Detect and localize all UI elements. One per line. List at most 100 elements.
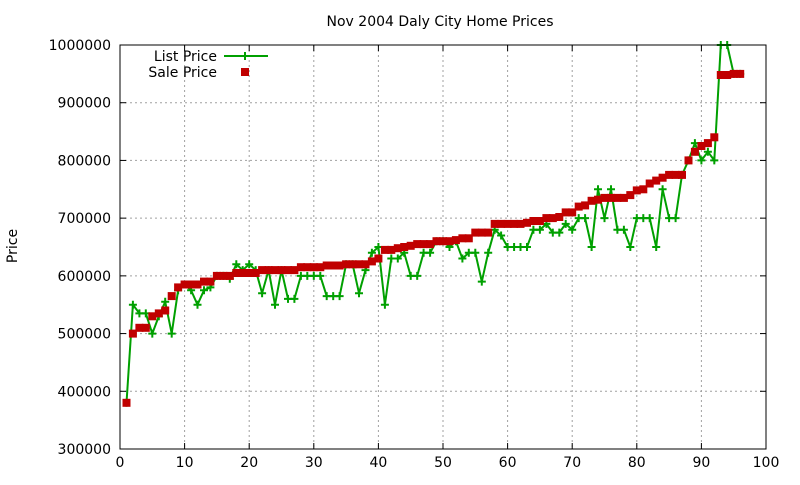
point-sale-price [258,266,267,275]
point-sale-price [723,71,732,79]
point-list-price [232,260,241,269]
point-sale-price [161,306,170,315]
point-list-price [258,289,267,298]
point-list-price [652,243,661,251]
point-sale-price [464,234,473,243]
point-sale-price [251,269,260,277]
point-sale-price [568,208,577,217]
point-list-price [626,243,635,251]
point-sale-price [187,280,196,289]
point-sale-price [206,277,215,286]
legend-label-list-price: List Price [154,49,217,65]
point-sale-price [426,240,435,249]
point-sale-price [671,170,680,179]
point-sale-price [484,228,493,237]
point-list-price [380,300,389,309]
point-sale-price [154,309,163,318]
point-sale-price [710,133,719,142]
x-tick-label: 30 [305,455,323,471]
point-sale-price [736,69,745,78]
point-list-price [316,271,325,280]
point-list-price [290,294,299,303]
point-sale-price [594,195,602,204]
point-list-price [619,225,628,234]
point-sale-price [619,193,628,202]
point-list-price [658,185,667,194]
x-tick-label: 100 [753,455,780,471]
point-sale-price [348,260,357,269]
axis-ticks: 0 10 20 30 40 50 60 70 80 90 100 300000 400000 500000… [49,38,780,471]
point-sale-price [665,170,674,179]
point-sale-price [200,277,208,286]
point-sale-price [548,214,557,223]
point-list-price [484,248,493,257]
point-sale-price [658,173,667,182]
point-sale-price [400,243,409,251]
point-list-price [161,297,170,306]
point-sale-price [271,266,279,275]
point-list-price [271,300,279,309]
point-sale-price [678,170,686,179]
point-sale-price [122,398,131,407]
point-sale-price [355,260,363,269]
point-sale-price [529,217,538,225]
point-list-price [710,156,719,165]
chart-title: Nov 2004 Daly City Home Prices [327,14,554,30]
point-sale-price [335,261,344,270]
point-sale-price [245,269,254,277]
point-list-price [581,214,590,223]
point-list-price [471,248,480,257]
series-line-list-price [125,44,741,403]
legend-marker-sale-price [241,68,249,76]
data-series [122,41,745,407]
x-tick-label: 80 [628,455,646,471]
point-sale-price [632,186,641,195]
y-tick-label: 700000 [58,211,111,227]
point-list-price [561,219,570,228]
x-tick-label: 0 [116,455,125,471]
grid-lines [120,45,766,449]
point-list-price [607,185,615,194]
point-list-price [600,214,609,223]
y-tick-label: 300000 [58,442,111,458]
point-sale-price [406,241,415,250]
point-sale-price [393,244,402,253]
point-sale-price [212,271,221,280]
point-sale-price [587,196,596,205]
legend-marker-list-price [241,52,249,60]
x-tick-label: 90 [692,455,710,471]
plot-frame [119,44,767,450]
point-list-price [458,254,467,263]
legend-label-sale-price: Sale Price [148,65,217,81]
point-sale-price [451,236,460,245]
point-list-price [167,329,176,338]
point-list-price [555,228,564,237]
point-sale-price [380,245,389,254]
point-list-price [535,225,544,234]
point-sale-price [561,208,570,217]
point-sale-price [497,219,506,228]
point-sale-price [516,219,525,228]
point-sale-price [141,323,150,332]
y-tick-label: 500000 [58,327,111,343]
point-sale-price [264,266,273,275]
point-sale-price [128,329,137,338]
point-sale-price [174,283,183,292]
point-sale-price [684,156,693,165]
x-tick-label: 50 [434,455,452,471]
point-sale-price [626,191,635,200]
point-sale-price [477,228,486,237]
point-sale-price [690,147,699,156]
point-sale-price [361,260,370,269]
point-sale-price [232,269,241,277]
point-sale-price [600,193,609,202]
point-list-price [587,243,596,251]
point-list-price [568,225,577,234]
point-sale-price [316,263,325,272]
point-sale-price [490,219,499,228]
point-sale-price [639,185,648,194]
point-list-price [703,147,712,156]
x-tick-label: 10 [176,455,194,471]
point-list-price [245,260,254,269]
